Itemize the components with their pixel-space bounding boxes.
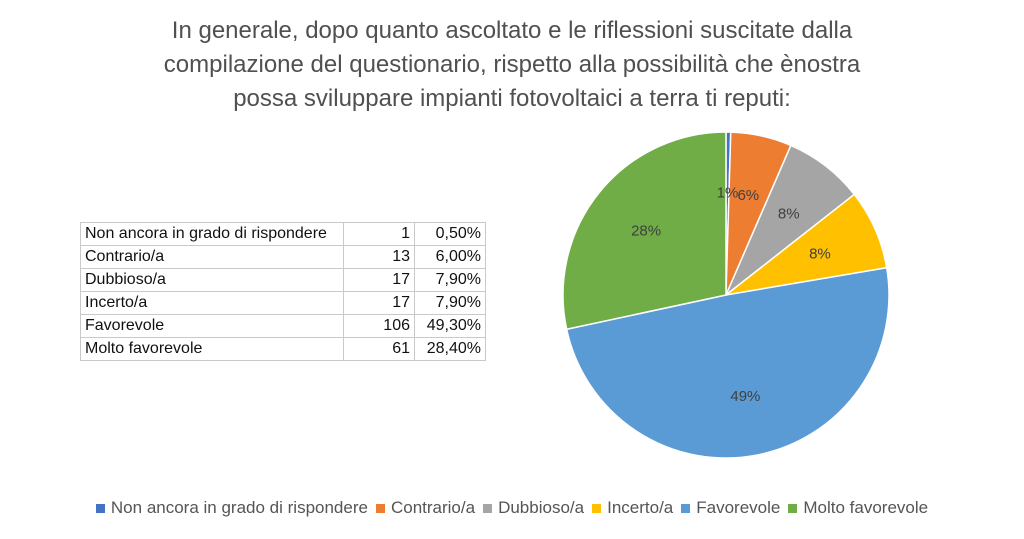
legend-label: Contrario/a	[390, 498, 476, 517]
legend-item-non-ancora-in-grado-di-rispondere: Non ancora in grado di rispondere	[95, 498, 368, 518]
table-cell-percent: 49,30%	[414, 314, 486, 338]
table-cell-percent: 28,40%	[414, 337, 486, 361]
legend-item-favorevole: Favorevole	[681, 498, 780, 518]
table-row: Contrario/a 13 6,00%	[80, 245, 486, 269]
table-cell-label: Incerto/a	[80, 291, 344, 315]
legend-label: Favorevole	[696, 498, 781, 517]
legend-swatch	[681, 503, 691, 513]
legend-swatch	[592, 503, 602, 513]
chart-title-line-3: possa sviluppare impianti fotovoltaici a…	[233, 85, 791, 112]
table-cell-label: Non ancora in grado di rispondere	[80, 222, 344, 246]
table-cell-percent: 7,90%	[414, 268, 486, 292]
legend-item-dubbioso-a: Dubbioso/a	[483, 498, 584, 518]
summary-table: Non ancora in grado di rispondere 1 0,50…	[80, 222, 486, 361]
legend-swatch	[95, 503, 105, 513]
legend-swatch	[375, 503, 385, 513]
table-row: Molto favorevole 61 28,40%	[80, 337, 486, 361]
legend-swatch	[788, 503, 798, 513]
table-cell-count: 1	[343, 222, 415, 246]
legend-swatch	[483, 503, 493, 513]
chart-title-line-1: In generale, dopo quanto ascoltato e le …	[171, 17, 853, 44]
pie-data-label: 28%	[631, 222, 661, 239]
chart-title-line-2: compilazione del questionario, rispetto …	[163, 51, 861, 78]
legend-label: Incerto/a	[607, 498, 674, 517]
table-cell-percent: 6,00%	[414, 245, 486, 269]
legend-item-incerto-a: Incerto/a	[592, 498, 673, 518]
pie-data-label: 6%	[737, 187, 759, 204]
pie-data-label: 1%	[717, 184, 739, 201]
pie-slice-molto-favorevole	[562, 131, 727, 331]
chart-legend: Non ancora in grado di rispondere Contrar…	[0, 498, 1024, 518]
table-cell-percent: 0,50%	[414, 222, 486, 246]
table-row: Favorevole 106 49,30%	[80, 314, 486, 338]
chart-title: In generale, dopo quanto ascoltato e le …	[130, 14, 894, 116]
pie-slice-favorevole	[565, 266, 890, 459]
pie-data-label: 8%	[778, 206, 800, 223]
table-cell-count: 61	[343, 337, 415, 361]
pie-data-label: 49%	[730, 388, 760, 405]
legend-item-contrario-a: Contrario/a	[375, 498, 476, 518]
legend-label: Dubbioso/a	[498, 498, 585, 517]
legend-item-molto-favorevole: Molto favorevole	[788, 498, 928, 518]
pie-data-label: 8%	[809, 245, 831, 262]
table-cell-label: Molto favorevole	[80, 337, 344, 361]
legend-label: Molto favorevole	[803, 498, 929, 517]
table-row: Non ancora in grado di rispondere 1 0,50…	[80, 222, 486, 246]
legend-label: Non ancora in grado di rispondere	[110, 498, 368, 517]
table-cell-label: Favorevole	[80, 314, 344, 338]
